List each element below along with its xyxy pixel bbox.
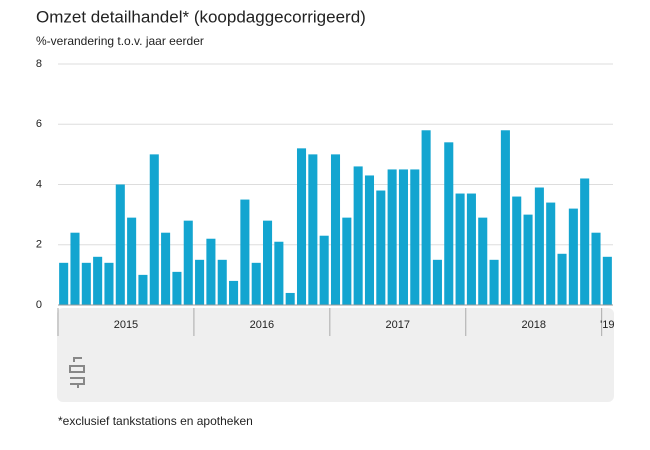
bar [364, 175, 375, 305]
bar [376, 190, 386, 305]
bar [478, 217, 488, 305]
bar [161, 232, 171, 305]
bar [93, 256, 103, 305]
bar [398, 169, 408, 305]
bar [81, 262, 91, 305]
y-tick-label: 6 [36, 118, 42, 130]
bar [319, 235, 329, 305]
bar [308, 154, 318, 305]
bar [466, 193, 476, 305]
axis-panel [57, 308, 614, 402]
bar [410, 169, 420, 305]
bar [251, 262, 261, 305]
bar [489, 259, 499, 305]
y-tick-label: 8 [36, 58, 42, 70]
bar [580, 178, 590, 305]
bar [104, 262, 114, 305]
bar [217, 259, 227, 305]
chart-subtitle: %-verandering t.o.v. jaar eerder [36, 34, 204, 48]
bar [455, 193, 465, 305]
bar [285, 292, 295, 305]
bar [127, 217, 137, 305]
bar [421, 130, 431, 305]
bar [274, 241, 284, 305]
bar [602, 256, 612, 305]
bar [568, 208, 578, 305]
bar [195, 259, 205, 305]
bar [70, 232, 80, 305]
bar [444, 142, 454, 305]
x-tick-label: '19 [600, 319, 614, 331]
bar [512, 196, 522, 305]
bar [500, 130, 510, 305]
y-tick-label: 4 [36, 178, 42, 190]
x-tick-label: 2016 [250, 319, 274, 331]
bar [546, 202, 556, 305]
bar [523, 214, 533, 305]
bar [342, 217, 352, 305]
y-tick-label: 0 [36, 299, 42, 311]
bar [138, 274, 148, 305]
bar [387, 169, 397, 305]
x-tick-label: 2015 [114, 319, 138, 331]
bar [206, 238, 216, 305]
bar [149, 154, 159, 305]
bar [183, 220, 193, 305]
bar [330, 154, 341, 305]
y-tick-label: 2 [36, 239, 42, 251]
logo [69, 357, 85, 388]
bar [432, 259, 442, 305]
bar [229, 280, 239, 305]
chart-title: Omzet detailhandel* (koopdaggecorrigeerd… [36, 7, 366, 26]
bar [59, 262, 69, 305]
bar [240, 199, 250, 305]
footnote: *exclusief tankstations en apotheken [58, 414, 253, 428]
bar [534, 187, 544, 305]
bar [296, 148, 307, 305]
bar [591, 232, 601, 305]
bar [172, 271, 182, 305]
bar [557, 253, 567, 305]
bar [263, 220, 273, 305]
x-tick-label: 2018 [521, 319, 545, 331]
x-tick-label: 2017 [386, 319, 410, 331]
bar [115, 184, 125, 305]
bar [353, 166, 363, 305]
